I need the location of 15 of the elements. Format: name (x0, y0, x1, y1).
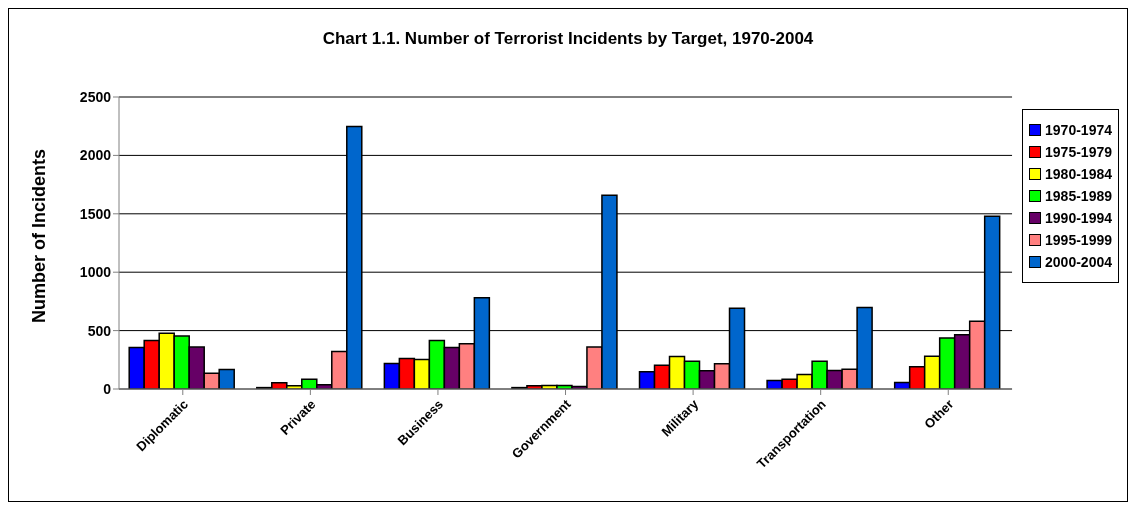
y-tick-label: 2000 (79, 147, 112, 164)
legend-label: 2000-2004 (1045, 254, 1112, 270)
y-tick-label: 0 (103, 380, 112, 397)
legend-label: 1980-1984 (1045, 166, 1112, 182)
legend-label: 1995-1999 (1045, 232, 1112, 248)
legend-label: 1975-1979 (1045, 144, 1112, 160)
chart-title: Chart 1.1. Number of Terrorist Incidents by Target, 1970-2004 (321, 29, 815, 49)
y-axis-title: Number of Incidents (29, 148, 50, 323)
legend-label: 1970-1974 (1045, 122, 1112, 138)
y-tick-label: 1500 (79, 205, 112, 222)
y-tick-label: 1000 (79, 264, 112, 281)
legend-label: 1985-1989 (1045, 188, 1112, 204)
y-tick-label: 500 (87, 322, 112, 339)
legend-label: 1990-1994 (1045, 210, 1112, 226)
y-tick-label: 2500 (79, 88, 112, 105)
